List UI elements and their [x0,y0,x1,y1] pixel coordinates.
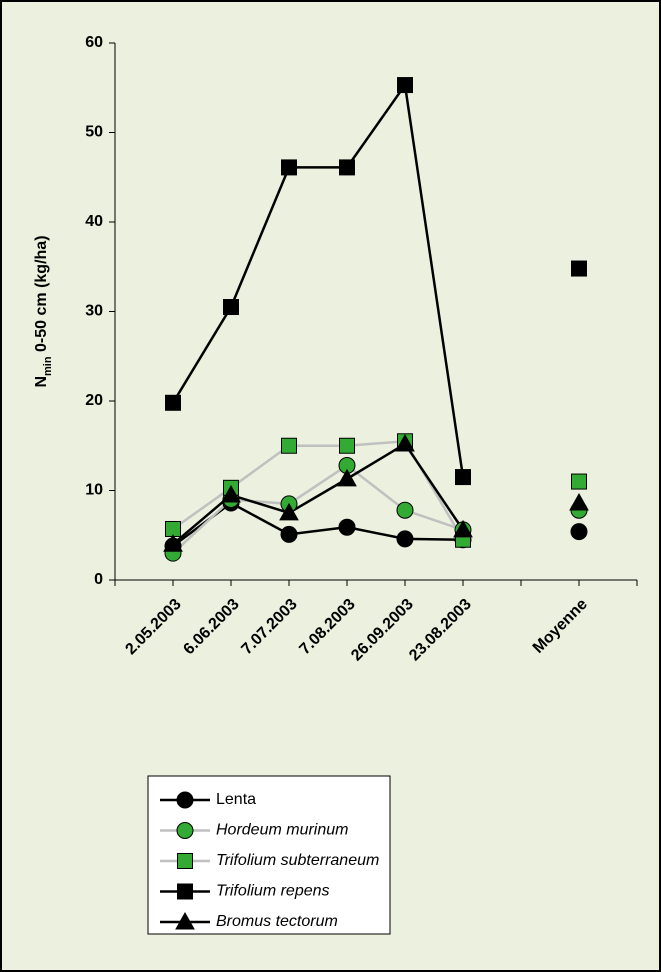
marker [453,519,473,538]
marker [176,791,194,809]
marker [221,484,241,503]
marker [177,883,193,900]
marker [339,437,355,454]
marker [339,159,355,176]
legend: Lenta Hordeum murinum Trifolium subterrane… [147,775,391,935]
marker [337,468,357,487]
marker [281,437,297,454]
legend-label: Trifolium repens [216,883,330,900]
marker [571,473,587,490]
y-tick-label: 0 [94,571,103,588]
marker [223,299,239,316]
marker [397,77,413,94]
marker [396,501,414,519]
marker [280,525,298,543]
y-axis-label: Nmin 0-50 cm (kg/ha) [33,235,54,387]
marker [279,502,299,521]
marker [395,433,415,452]
y-tick-label: 40 [85,213,103,230]
y-axis-label-part: 0-50 cm (kg/ha) [33,235,50,356]
marker [571,260,587,277]
y-tick-label: 30 [85,303,103,320]
marker [175,911,195,930]
legend-label: Hordeum murinum [216,822,348,839]
marker [455,469,471,486]
marker [396,530,414,548]
marker [338,518,356,536]
y-tick-label: 20 [85,392,103,409]
marker [569,493,589,511]
legend-label: Trifolium subterraneum [216,852,379,869]
y-axis-label-part: min [42,356,54,376]
marker [281,159,297,176]
y-axis-label-part: N [33,376,50,388]
y-tick-label: 50 [85,124,103,141]
marker [163,534,183,552]
marker [176,822,194,839]
marker [177,853,193,869]
y-tick-label: 60 [85,34,103,51]
marker [570,523,588,541]
legend-label: Bromus tectorum [216,913,338,930]
y-tick-label: 10 [85,482,103,499]
legend-label: Lenta [216,791,256,808]
marker [165,394,181,411]
